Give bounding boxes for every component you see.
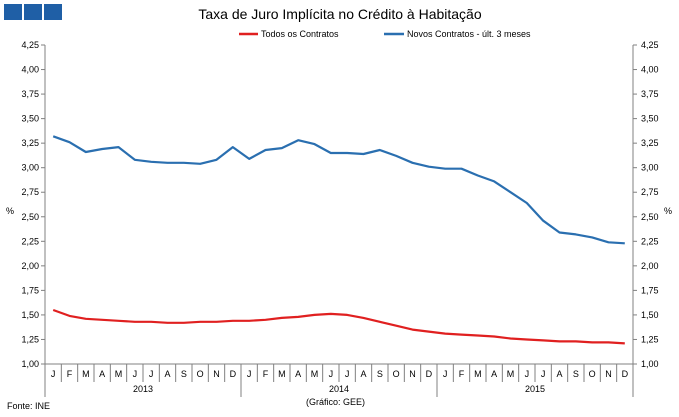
y-tick-label-right: 2,25	[641, 236, 659, 246]
y-tick-label-right: 2,00	[641, 261, 659, 271]
logo-square-2	[24, 4, 42, 20]
x-tick-label: O	[589, 369, 596, 379]
logo-square-3	[44, 4, 62, 20]
year-label: 2015	[525, 384, 545, 394]
x-tick-label: M	[115, 369, 123, 379]
legend-label-novos: Novos Contratos - últ. 3 meses	[407, 29, 531, 39]
x-tick-label: D	[426, 369, 433, 379]
y-tick-label-right: 1,00	[641, 359, 659, 369]
year-label: 2013	[133, 384, 153, 394]
x-tick-label: M	[474, 369, 482, 379]
y-tick-label-right: 4,25	[641, 40, 659, 50]
x-tick-label: M	[82, 369, 90, 379]
y-tick-label-left: 3,50	[21, 114, 39, 124]
y-tick-label-left: 1,50	[21, 310, 39, 320]
x-tick-label: M	[278, 369, 286, 379]
x-tick-label: F	[459, 369, 465, 379]
y-tick-label-right: 1,25	[641, 334, 659, 344]
x-tick-label: O	[393, 369, 400, 379]
y-tick-label-right: 4,00	[641, 65, 659, 75]
y-tick-label-right: 3,50	[641, 114, 659, 124]
y-tick-label-left: 4,25	[21, 40, 39, 50]
x-tick-label: A	[360, 369, 366, 379]
y-tick-label-right: 3,00	[641, 163, 659, 173]
x-tick-label: S	[377, 369, 383, 379]
y-tick-label-left: 2,00	[21, 261, 39, 271]
legend-label-todos: Todos os Contratos	[261, 29, 339, 39]
x-tick-label: A	[491, 369, 497, 379]
y-tick-label-left: 1,25	[21, 334, 39, 344]
x-tick-label: A	[99, 369, 105, 379]
y-tick-label-left: 3,25	[21, 138, 39, 148]
x-tick-label: A	[164, 369, 170, 379]
y-tick-label-right: 3,75	[641, 89, 659, 99]
x-tick-label: O	[197, 369, 204, 379]
y-tick-label-right: 3,25	[641, 138, 659, 148]
y-tick-label-right: 2,75	[641, 187, 659, 197]
x-tick-label: J	[525, 369, 530, 379]
x-tick-label: J	[149, 369, 154, 379]
x-tick-label: J	[51, 369, 56, 379]
x-tick-label: M	[311, 369, 319, 379]
x-tick-label: N	[409, 369, 416, 379]
y-tick-label-right: 2,50	[641, 212, 659, 222]
year-label: 2014	[329, 384, 349, 394]
logo-square-1	[4, 4, 22, 20]
x-tick-label: F	[67, 369, 73, 379]
x-tick-label: M	[507, 369, 515, 379]
x-tick-label: D	[622, 369, 629, 379]
y-axis-right-label: %	[664, 206, 672, 216]
source-note: Fonte: INE	[7, 401, 51, 411]
chart-credit: (Gráfico: GEE)	[306, 397, 366, 407]
x-tick-label: S	[573, 369, 579, 379]
y-axis-left-label: %	[6, 206, 14, 216]
y-tick-label-left: 1,75	[21, 285, 39, 295]
y-tick-label-left: 1,00	[21, 359, 39, 369]
y-tick-label-right: 1,75	[641, 285, 659, 295]
y-tick-label-left: 3,75	[21, 89, 39, 99]
y-tick-label-left: 4,00	[21, 65, 39, 75]
x-tick-label: A	[295, 369, 301, 379]
x-tick-label: S	[181, 369, 187, 379]
x-tick-label: A	[556, 369, 562, 379]
x-tick-label: F	[263, 369, 269, 379]
x-tick-label: N	[213, 369, 220, 379]
x-tick-label: J	[345, 369, 350, 379]
y-tick-label-left: 2,25	[21, 236, 39, 246]
x-tick-label: N	[605, 369, 612, 379]
y-tick-label-right: 1,50	[641, 310, 659, 320]
x-tick-label: J	[443, 369, 448, 379]
series-line-todos-os-contratos	[52, 308, 625, 345]
x-tick-label: J	[541, 369, 546, 379]
chart-title: Taxa de Juro Implícita no Crédito à Habi…	[198, 6, 481, 22]
y-tick-label-left: 3,00	[21, 163, 39, 173]
x-tick-label: D	[230, 369, 237, 379]
series-line-novos-contratos	[52, 135, 625, 245]
y-tick-label-left: 2,75	[21, 187, 39, 197]
x-tick-label: J	[329, 369, 334, 379]
x-tick-label: J	[247, 369, 252, 379]
x-tick-label: J	[133, 369, 138, 379]
y-tick-label-left: 2,50	[21, 212, 39, 222]
